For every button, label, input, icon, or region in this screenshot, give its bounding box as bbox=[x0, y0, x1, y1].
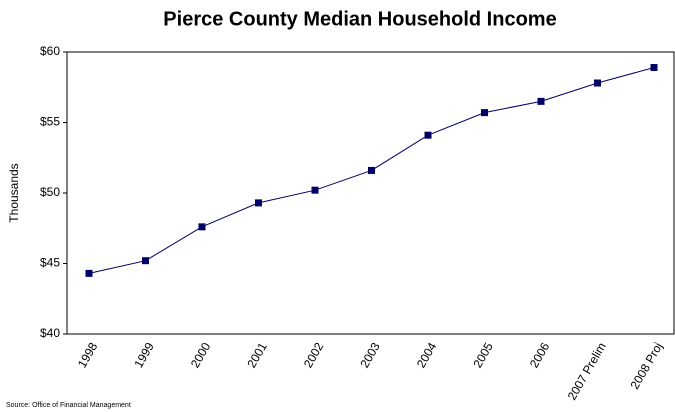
point-marker bbox=[650, 64, 658, 72]
x-tick-label: 2005 bbox=[470, 340, 496, 370]
point-marker bbox=[594, 79, 601, 87]
point-marker bbox=[537, 97, 545, 105]
x-tick-label: 2003 bbox=[357, 340, 383, 370]
x-tick-label: 2008 Proj bbox=[628, 340, 666, 391]
point-marker bbox=[311, 186, 319, 194]
y-tick-label: $45 bbox=[40, 256, 60, 270]
plot-area bbox=[66, 51, 675, 335]
x-tick-label: 2006 bbox=[527, 340, 553, 370]
x-tick-label: 2002 bbox=[301, 340, 327, 370]
chart-title: Pierce County Median Household Income bbox=[163, 8, 556, 30]
source-note: Source: Office of Financial Management bbox=[6, 402, 131, 409]
point-marker bbox=[198, 223, 206, 231]
point-marker bbox=[481, 109, 488, 117]
x-tick-label: 1999 bbox=[131, 340, 157, 370]
y-tick-label: $50 bbox=[40, 185, 60, 199]
y-tick-label: $55 bbox=[40, 115, 60, 129]
point-marker bbox=[368, 166, 375, 174]
x-tick-label: 1998 bbox=[75, 340, 101, 370]
y-tick-label: $40 bbox=[40, 326, 60, 340]
x-tick-label: 2007 Prelim bbox=[565, 340, 609, 402]
y-axis-label: Thousands bbox=[7, 163, 21, 222]
y-tick-label: $60 bbox=[40, 44, 60, 58]
x-tick-label: 2001 bbox=[244, 340, 270, 370]
x-tick-label: 2000 bbox=[188, 340, 214, 370]
point-marker bbox=[142, 257, 149, 265]
point-marker bbox=[255, 199, 262, 207]
x-tick-label: 2004 bbox=[414, 340, 440, 370]
point-marker bbox=[85, 269, 93, 277]
point-marker bbox=[424, 131, 432, 139]
